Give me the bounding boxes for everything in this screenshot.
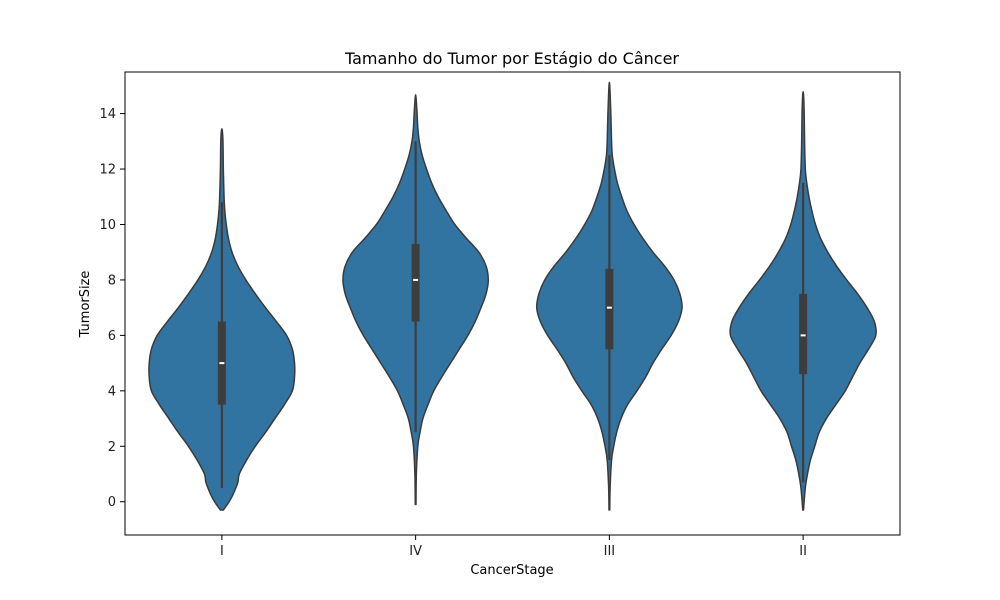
violin-iqr-box bbox=[411, 243, 420, 322]
y-axis-title: TumorSize bbox=[78, 271, 93, 339]
x-tick-label: I bbox=[220, 544, 224, 559]
chart-title: Tamanho do Tumor por Estágio do Câncer bbox=[344, 49, 679, 68]
violin-IV bbox=[342, 94, 490, 506]
x-axis-title: CancerStage bbox=[470, 563, 553, 578]
x-axis: I IV III II bbox=[220, 535, 807, 559]
y-tick-label: 8 bbox=[108, 273, 116, 288]
x-tick-label: III bbox=[604, 544, 616, 559]
violins-group bbox=[148, 81, 877, 511]
y-tick-label: 4 bbox=[108, 384, 116, 399]
y-tick-label: 12 bbox=[99, 163, 116, 178]
x-tick-label: IV bbox=[409, 544, 422, 559]
violin-iqr-box bbox=[799, 293, 808, 375]
y-tick-label: 0 bbox=[108, 495, 116, 510]
y-tick-label: 6 bbox=[108, 329, 116, 344]
y-tick-label: 14 bbox=[99, 107, 116, 122]
y-tick-label: 10 bbox=[99, 218, 116, 233]
plot-frame bbox=[124, 71, 901, 536]
violin-iqr-box bbox=[605, 268, 614, 350]
y-tick-label: 2 bbox=[108, 440, 116, 455]
x-tick-label: II bbox=[799, 544, 807, 559]
violin-II bbox=[729, 91, 877, 511]
violin-III bbox=[535, 81, 683, 511]
violin-I bbox=[148, 128, 296, 511]
y-axis: 0 2 4 6 8 10 12 14 bbox=[99, 107, 125, 510]
